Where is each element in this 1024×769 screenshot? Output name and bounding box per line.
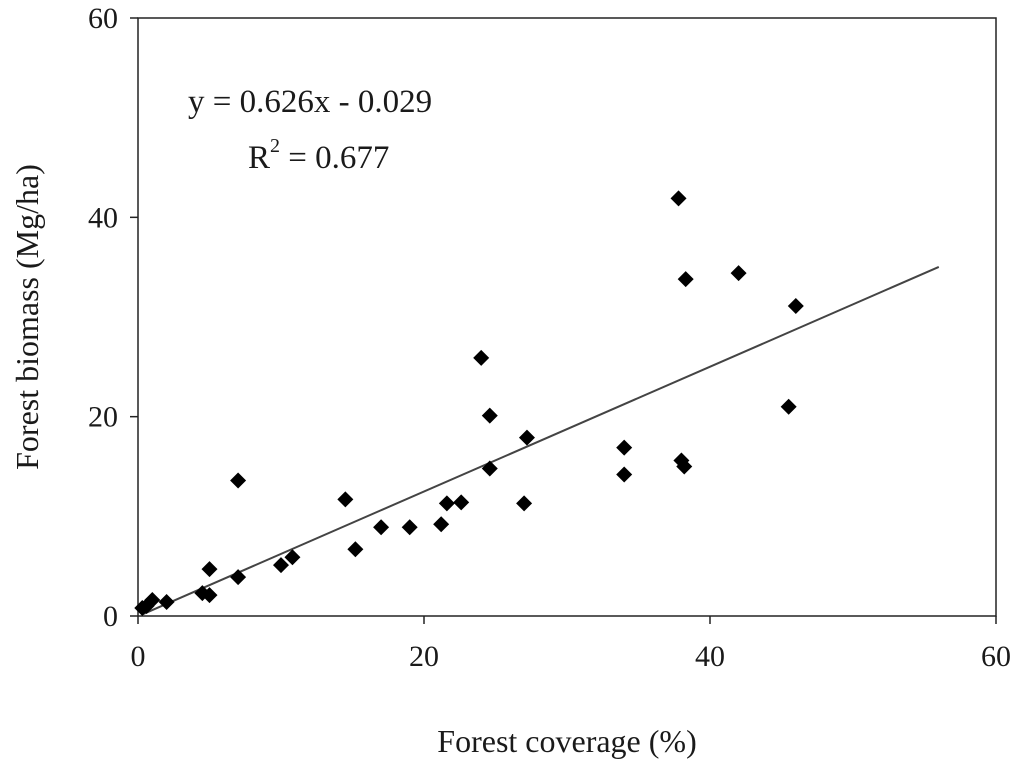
data-point — [453, 494, 470, 511]
r-squared-value: = 0.677 — [280, 140, 389, 176]
data-point — [230, 472, 247, 489]
data-point — [401, 519, 418, 536]
y-axis-title: Forest biomass (Mg/ha) — [9, 164, 45, 470]
data-point — [230, 569, 247, 586]
data-point — [433, 516, 450, 533]
y-tick-label: 0 — [103, 600, 118, 633]
data-point — [438, 495, 455, 512]
x-tick-label: 40 — [695, 640, 725, 673]
y-tick-label: 20 — [88, 401, 118, 434]
r-squared-annotation: R2 = 0.677 — [248, 135, 389, 176]
data-point — [158, 594, 175, 611]
data-point — [337, 491, 354, 508]
x-tick-label: 0 — [131, 640, 146, 673]
data-point — [787, 298, 804, 315]
plot-frame — [137, 17, 997, 617]
data-point — [201, 561, 218, 578]
y-tick-label: 40 — [88, 201, 118, 234]
data-point — [616, 466, 633, 483]
data-point — [481, 460, 498, 477]
data-point — [144, 592, 161, 609]
data-point — [670, 190, 687, 207]
data-point — [201, 587, 218, 604]
data-points — [134, 190, 804, 617]
data-point — [284, 549, 301, 566]
data-point — [516, 495, 533, 512]
x-axis-title: Forest coverage (%) — [437, 723, 696, 759]
x-tick-label: 20 — [409, 640, 439, 673]
data-point — [473, 349, 490, 366]
axis-ticks — [130, 17, 997, 624]
data-point — [616, 439, 633, 456]
regression-equation: y = 0.626x - 0.029 — [188, 84, 432, 120]
data-point — [481, 407, 498, 424]
r-squared-prefix: R — [248, 140, 270, 176]
data-point — [677, 271, 694, 288]
data-point — [730, 265, 747, 282]
tick-labels: 0 20 40 60 0 20 40 60 — [88, 2, 1011, 673]
data-point — [518, 429, 535, 446]
data-point — [273, 557, 289, 574]
data-point — [676, 458, 693, 475]
x-tick-label: 60 — [981, 640, 1011, 673]
data-point — [373, 519, 390, 536]
trend-line — [141, 265, 940, 616]
data-point — [780, 398, 797, 415]
y-tick-label: 60 — [88, 2, 118, 35]
r-squared-exponent: 2 — [270, 135, 280, 157]
data-point — [347, 541, 364, 558]
